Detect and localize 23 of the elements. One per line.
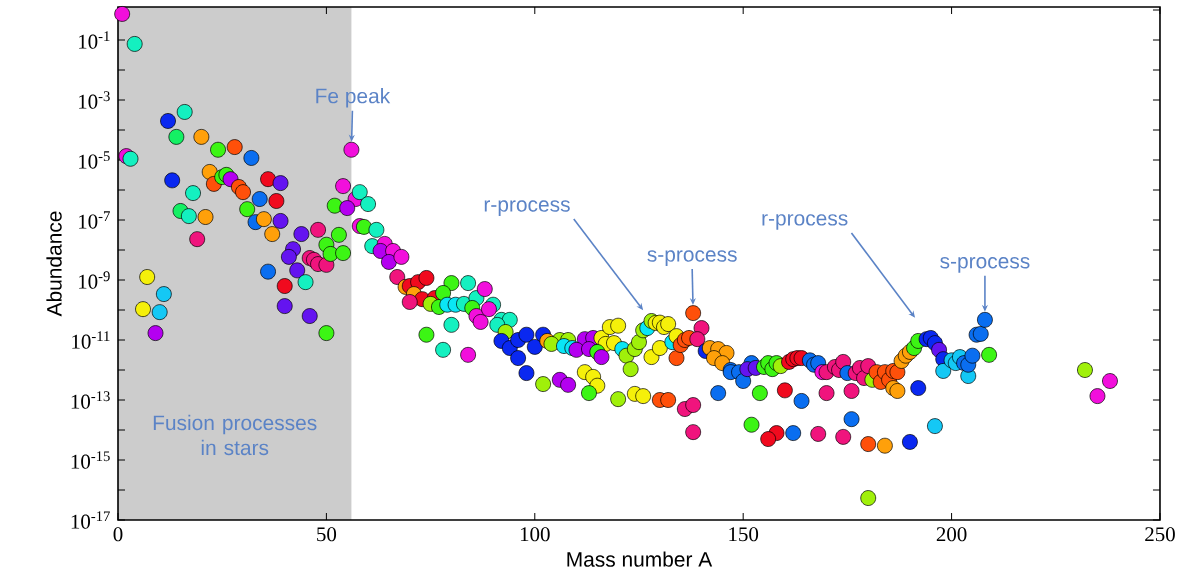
y-tick-label: 10$^{-9}$: [79, 271, 110, 289]
x-tick-label: 250: [1145, 527, 1175, 542]
y-tick-label: 10$^{-1}$: [79, 31, 110, 49]
y-tick-label: 10$^{-3}$: [79, 91, 110, 109]
y-tick-label: 10$^{-17}$: [71, 511, 110, 529]
y-tick-label: 10$^{-7}$: [79, 211, 110, 229]
x-axis-title: Mass number A: [567, 551, 713, 567]
x-tick-label: 0: [113, 527, 123, 542]
y-tick-label: 10$^{-15}$: [71, 451, 110, 469]
annotation: r-process: [762, 214, 848, 230]
annotation: Fe peak: [316, 87, 391, 108]
y-tick-label: 10$^{-5}$: [79, 151, 110, 169]
annotation: s-process: [940, 257, 1030, 273]
x-tick-label: 150: [729, 527, 759, 542]
x-tick-label: 200: [936, 527, 967, 542]
annotation: r-process: [484, 200, 570, 216]
y-tick-label: 10$^{-11}$: [72, 331, 110, 349]
y-axis-title: Abundance: [46, 211, 62, 317]
band-label: Fusion processes in stars: [153, 414, 317, 456]
y-tick-label: 10$^{-13}$: [71, 391, 110, 409]
x-tick-label: 100: [520, 527, 550, 542]
x-tick-label: 50: [317, 527, 337, 542]
annotation: s-process: [647, 250, 737, 266]
